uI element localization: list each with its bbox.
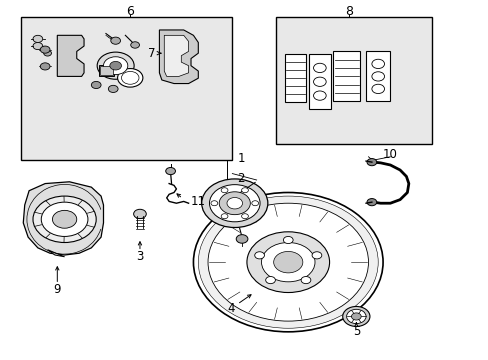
Circle shape bbox=[165, 167, 175, 175]
Circle shape bbox=[33, 42, 42, 50]
Circle shape bbox=[40, 63, 50, 70]
Bar bbox=[284, 54, 306, 102]
Circle shape bbox=[371, 72, 384, 81]
Text: 7: 7 bbox=[148, 47, 156, 60]
Circle shape bbox=[351, 313, 361, 320]
Circle shape bbox=[283, 237, 292, 244]
Circle shape bbox=[261, 243, 314, 282]
Bar bbox=[366, 51, 389, 102]
Circle shape bbox=[221, 188, 227, 193]
Bar bbox=[308, 54, 330, 109]
Circle shape bbox=[103, 57, 127, 75]
Circle shape bbox=[313, 63, 325, 73]
Text: 5: 5 bbox=[352, 325, 359, 338]
Circle shape bbox=[117, 68, 142, 87]
Circle shape bbox=[219, 192, 250, 215]
Circle shape bbox=[111, 37, 120, 44]
Circle shape bbox=[311, 252, 321, 259]
Circle shape bbox=[313, 77, 325, 86]
Circle shape bbox=[201, 179, 267, 228]
Polygon shape bbox=[57, 35, 84, 76]
Circle shape bbox=[226, 198, 242, 209]
Circle shape bbox=[251, 201, 258, 206]
Circle shape bbox=[254, 252, 264, 259]
Circle shape bbox=[108, 85, 118, 93]
Circle shape bbox=[241, 214, 248, 219]
Circle shape bbox=[241, 188, 248, 193]
Text: 8: 8 bbox=[345, 5, 352, 18]
Circle shape bbox=[366, 199, 376, 206]
Circle shape bbox=[97, 52, 134, 79]
Circle shape bbox=[41, 202, 88, 237]
Circle shape bbox=[121, 71, 139, 84]
Text: 1: 1 bbox=[237, 152, 244, 165]
Circle shape bbox=[265, 276, 275, 284]
Circle shape bbox=[236, 235, 247, 243]
Text: 3: 3 bbox=[136, 250, 143, 263]
Text: 2: 2 bbox=[237, 172, 244, 185]
Bar bbox=[99, 65, 114, 76]
Polygon shape bbox=[47, 249, 64, 257]
Circle shape bbox=[133, 209, 146, 219]
Circle shape bbox=[198, 196, 377, 328]
Circle shape bbox=[209, 185, 260, 222]
Circle shape bbox=[273, 251, 302, 273]
Circle shape bbox=[207, 203, 368, 321]
Circle shape bbox=[313, 91, 325, 100]
Polygon shape bbox=[159, 30, 198, 84]
Circle shape bbox=[43, 50, 51, 56]
Circle shape bbox=[110, 62, 121, 70]
Circle shape bbox=[40, 46, 50, 53]
Text: 6: 6 bbox=[126, 5, 134, 18]
Circle shape bbox=[301, 276, 310, 284]
Bar bbox=[21, 18, 232, 160]
Circle shape bbox=[193, 193, 382, 332]
Circle shape bbox=[130, 42, 139, 48]
Polygon shape bbox=[164, 35, 188, 76]
Text: 4: 4 bbox=[226, 302, 234, 315]
Circle shape bbox=[221, 214, 227, 219]
Circle shape bbox=[371, 84, 384, 94]
Circle shape bbox=[52, 210, 77, 228]
Polygon shape bbox=[23, 182, 103, 255]
Circle shape bbox=[342, 306, 369, 327]
Bar bbox=[100, 66, 113, 75]
Bar bbox=[276, 18, 431, 144]
Circle shape bbox=[371, 59, 384, 68]
Text: 10: 10 bbox=[382, 148, 397, 161]
Text: 11: 11 bbox=[191, 195, 205, 208]
Text: 9: 9 bbox=[54, 283, 61, 296]
Circle shape bbox=[91, 81, 101, 89]
Circle shape bbox=[246, 232, 329, 293]
Bar bbox=[332, 51, 359, 102]
Circle shape bbox=[33, 35, 42, 42]
Circle shape bbox=[33, 196, 96, 243]
Circle shape bbox=[346, 309, 366, 324]
Circle shape bbox=[366, 158, 376, 166]
Circle shape bbox=[210, 201, 217, 206]
